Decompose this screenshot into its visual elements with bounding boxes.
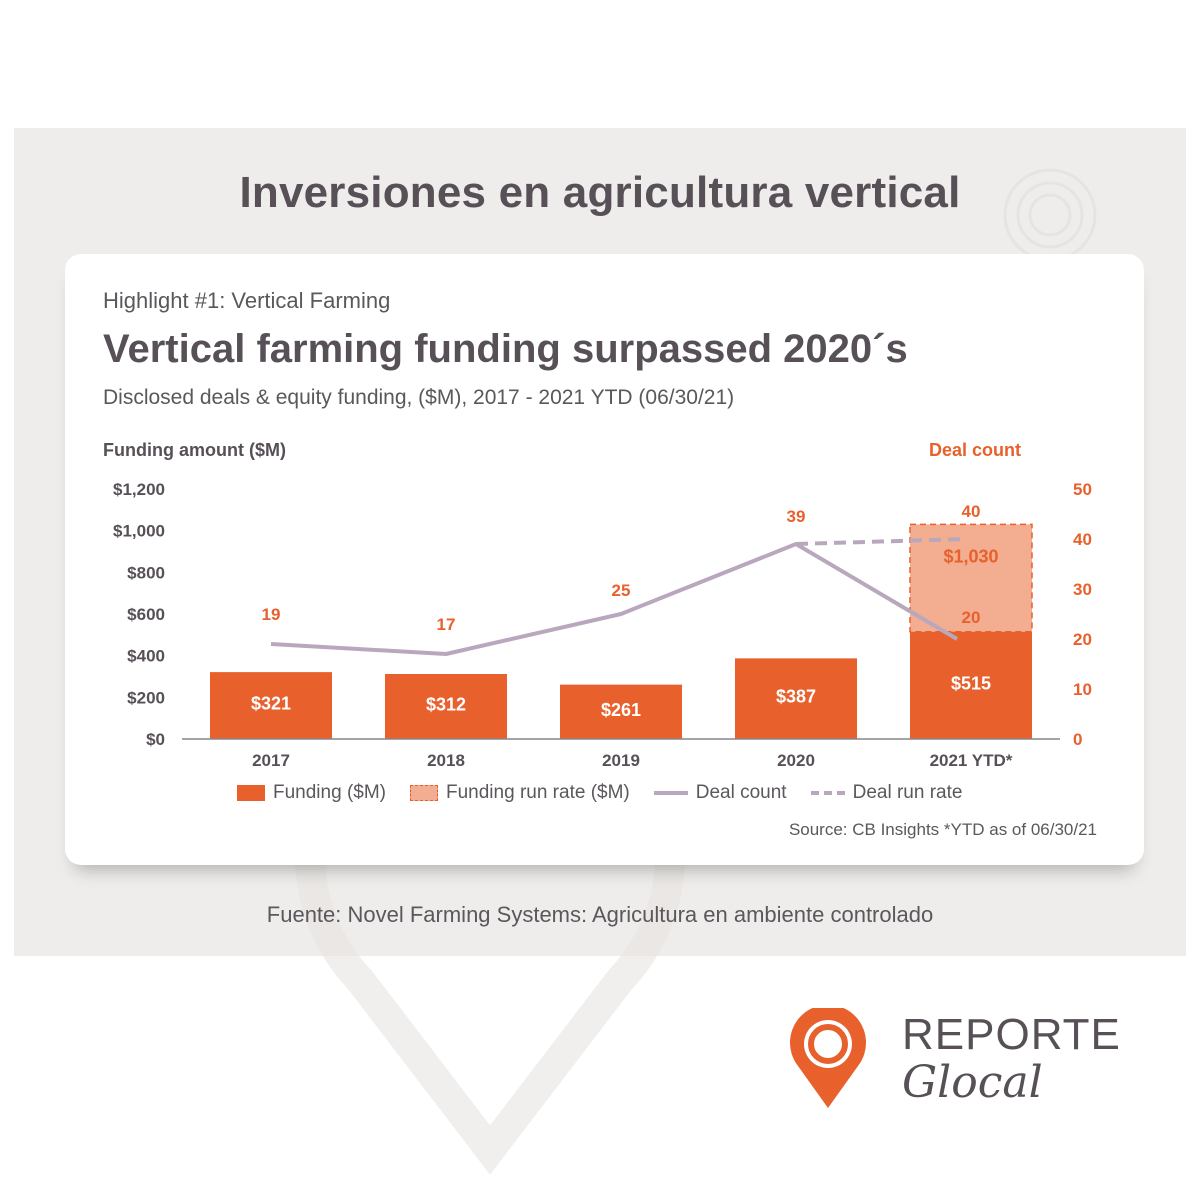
location-pin-icon bbox=[790, 1008, 866, 1108]
funding-value-label: $321 bbox=[251, 694, 291, 714]
funding-value-label: $261 bbox=[601, 700, 641, 720]
y-tick-label: $1,000 bbox=[113, 522, 165, 541]
y-axis-label: Funding amount ($M) bbox=[103, 440, 286, 460]
y-tick-label: $200 bbox=[127, 688, 165, 707]
funding-value-label: $387 bbox=[776, 687, 816, 707]
chart-title: Vertical farming funding surpassed 2020´… bbox=[103, 327, 908, 371]
y-tick-label: $600 bbox=[127, 605, 165, 624]
run-rate-bar bbox=[909, 523, 1033, 633]
y2-tick-label: 10 bbox=[1073, 680, 1092, 699]
y2-tick-label: 0 bbox=[1073, 730, 1082, 749]
deal-count-label: 19 bbox=[262, 605, 281, 624]
chart-source: Source: CB Insights *YTD as of 06/30/21 bbox=[788, 820, 1097, 839]
legend-label-funding: Funding ($M) bbox=[273, 782, 386, 803]
deal-run-rate-line bbox=[795, 537, 966, 546]
funding-bar bbox=[385, 674, 507, 739]
y2-tick-label: 30 bbox=[1073, 580, 1092, 599]
legend-swatch-deal-run-rate bbox=[810, 791, 845, 795]
legend-item-funding: Funding ($M) bbox=[237, 782, 386, 804]
legend-swatch-run-rate bbox=[410, 785, 438, 801]
y-tick-label: $0 bbox=[146, 730, 165, 749]
y-tick-label: $800 bbox=[127, 563, 165, 582]
logo-word-glocal: Glocal bbox=[902, 1057, 1043, 1108]
x-tick-label: 2021 YTD* bbox=[930, 751, 1013, 770]
funding-value-label: $312 bbox=[426, 695, 466, 715]
x-tick-label: 2020 bbox=[777, 751, 815, 770]
y2-tick-label: 20 bbox=[1073, 630, 1092, 649]
legend-item-run-rate: Funding run rate ($M) bbox=[410, 782, 630, 804]
logo-word-reporte: REPORTE bbox=[902, 1010, 1121, 1059]
y2-axis-label: Deal count bbox=[929, 440, 1021, 460]
highlight-label: Highlight #1: Vertical Farming bbox=[103, 288, 391, 313]
legend-item-deal-count: Deal count bbox=[653, 782, 787, 804]
legend-swatch-deal-count bbox=[653, 791, 688, 795]
funding-bar bbox=[910, 631, 1032, 739]
funding-value-label: $515 bbox=[951, 673, 991, 693]
funding-chart: Funding amount ($M) Deal count $0 $200 $400 $… bbox=[103, 440, 1092, 770]
page-title: Inversiones en agricultura vertical bbox=[239, 168, 961, 217]
x-tick-label: 2018 bbox=[427, 751, 465, 770]
funding-bar bbox=[735, 658, 857, 739]
x-tick-label: 2019 bbox=[602, 751, 640, 770]
legend-item-deal-run-rate: Deal run rate bbox=[810, 782, 963, 804]
chart-subtitle: Disclosed deals & equity funding, ($M), … bbox=[103, 386, 735, 409]
deal-count-line bbox=[270, 542, 959, 656]
chart-legend: Funding ($M) Funding run rate ($M) Deal … bbox=[237, 782, 986, 804]
footer-source: Fuente: Novel Farming Systems: Agricultu… bbox=[266, 902, 934, 927]
y2-tick-label: 50 bbox=[1073, 480, 1092, 499]
x-tick-label: 2017 bbox=[252, 751, 290, 770]
deal-count-label: 39 bbox=[787, 507, 806, 526]
deal-run-rate-label: 40 bbox=[962, 502, 981, 521]
y-tick-label: $400 bbox=[127, 647, 165, 666]
deal-count-label: 20 bbox=[962, 608, 981, 627]
legend-label-deal-run-rate: Deal run rate bbox=[852, 782, 963, 803]
deal-count-label: 25 bbox=[612, 581, 631, 600]
legend-label-run-rate: Funding run rate ($M) bbox=[446, 782, 630, 803]
legend-label-deal-count: Deal count bbox=[695, 782, 787, 803]
funding-bar bbox=[210, 672, 332, 739]
legend-swatch-funding bbox=[237, 785, 265, 801]
run-rate-label: $1,030 bbox=[943, 546, 998, 566]
funding-bar bbox=[560, 684, 682, 739]
y2-tick-label: 40 bbox=[1073, 530, 1092, 549]
deal-count-label: 17 bbox=[437, 615, 456, 634]
y-tick-label: $1,200 bbox=[113, 480, 165, 499]
